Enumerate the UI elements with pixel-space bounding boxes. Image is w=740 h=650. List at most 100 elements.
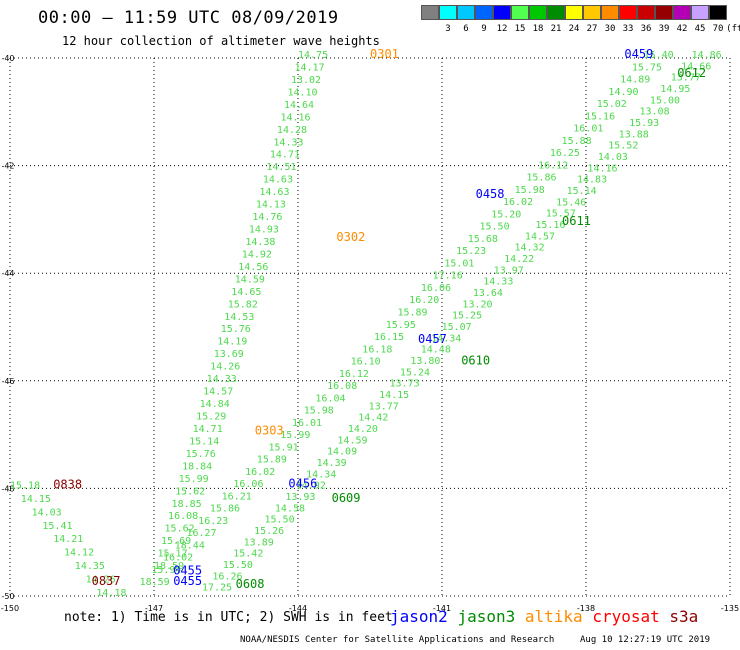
swh-value: 15.42 [233,549,263,560]
swh-value: 16.18 [362,344,392,355]
swh-value: 13.80 [410,356,440,367]
swh-value: 14.34 [431,333,461,344]
swh-value: 14.59 [235,274,265,285]
swh-value: 18.84 [182,461,212,472]
swh-value: 15.98 [515,185,545,196]
legend-level-label: 42 [676,24,688,34]
pass-time-label: 0459 [624,47,653,61]
swh-value: 14.95 [660,84,690,95]
swh-value: 16.01 [573,124,603,135]
x-tick-label: -150 [1,604,19,613]
swh-value: 14.12 [64,548,94,559]
swh-value: 14.65 [231,287,261,298]
swh-value: 13.64 [473,288,503,299]
altimeter-tracks: 18.5915.1715.6915.6216.0818.8515.6215.99… [10,50,722,599]
swh-value: 15.62 [175,486,205,497]
swh-value: 15.16 [585,111,615,122]
swh-value: 14.15 [379,390,409,401]
legend-swatch [583,5,601,20]
swh-value: 15.76 [221,324,251,335]
legend-level-label: 21 [550,24,562,34]
legend-swatch [691,5,709,20]
swh-value: 13.77 [671,73,701,84]
swh-value: 14.09 [327,447,357,458]
swh-value: 15.50 [265,515,295,526]
swh-value: 14.33 [273,137,303,148]
swh-value: 16.02 [163,553,193,564]
legend-swatch [637,5,655,20]
legend-swatch [547,5,565,20]
swh-value: 14.71 [193,424,223,435]
swh-value: 16.02 [245,467,275,478]
x-tick-label: -135 [721,604,739,613]
swh-value: 14.33 [207,374,237,385]
swh-value: 14.75 [298,50,328,61]
swh-value: 14.17 [294,62,324,73]
swh-value: 16.02 [503,197,533,208]
y-tick-label: -42 [1,162,14,171]
pass-time-label: 0455 [173,574,202,588]
pass-time-label: 0608 [236,577,265,591]
swh-value: 14.22 [504,254,534,265]
swh-value: 16.06 [233,479,263,490]
swh-value: 14.53 [224,312,254,323]
swh-value: 13.20 [462,299,492,310]
swh-value: 14.10 [287,87,317,98]
satellite-legend-entry: jason2 [390,607,458,626]
pass-time-label: 0456 [288,476,317,490]
swh-value: 15.17 [158,549,188,560]
swh-value: 15.18 [10,480,40,491]
legend-swatch [529,5,547,20]
swh-value: 15.00 [650,95,680,106]
satellite-legend: jason2 jason3 altika cryosat s3a [390,607,698,626]
swh-value: 15.99 [179,474,209,485]
legend-swatch [475,5,493,20]
swh-value: 15.50 [480,222,510,233]
swh-value: 16.12 [339,369,369,380]
footer-note: note: 1) Time is in UTC; 2) SWH is in fe… [64,610,393,625]
swh-value: 14.18 [96,588,126,599]
swh-value: 15.26 [254,526,284,537]
swh-value: 14.42 [358,413,388,424]
satellite-legend-entry: altika [524,607,593,626]
swh-value: 16.08 [168,511,198,522]
swh-value: 14.63 [263,175,293,186]
swh-value: 14.16 [280,112,310,123]
pass-time-label: 0455 [173,563,202,577]
x-tick-label: -138 [577,604,595,613]
swh-value: 15.75 [632,62,662,73]
swh-value: 14.26 [86,575,116,586]
satellite-legend-entry: s3a [669,607,699,626]
pass-time-label: 0610 [461,354,490,368]
pass-time-label: 0609 [332,491,361,505]
tick-labels: -150 -147 -144 -141 -138 -135 -40 -42 -44 -46 -48 -… [1,54,739,613]
legend-level-label: 9 [481,24,487,34]
swh-value: 14.26 [210,362,240,373]
swh-value: 14.20 [348,424,378,435]
swh-value: 18.85 [172,499,202,510]
swh-value: 15.23 [456,246,486,257]
legend-swatch [439,5,457,20]
pass-time-label: 0302 [336,230,365,244]
swh-value: 13.89 [244,537,274,548]
legend-level-label: 18 [532,24,544,34]
swh-value: 15.89 [397,307,427,318]
swh-value: 15.02 [597,99,627,110]
swh-value: 15.98 [304,406,334,417]
legend-level-label: 70 [712,24,724,34]
swh-value: 13.88 [619,129,649,140]
y-tick-label: -50 [1,592,14,601]
legend-swatch [511,5,529,20]
pass-time-label: 0611 [562,214,591,228]
swh-value: 15.46 [556,197,586,208]
swh-value: 14.39 [317,458,347,469]
legend-swatch [493,5,511,20]
swh-value: 14.57 [203,387,233,398]
swh-value: 14.51 [266,162,296,173]
legend-level-label: 39 [658,24,670,34]
swh-value: 16.20 [409,295,439,306]
x-tick-label: -147 [145,604,163,613]
swh-value: 14.64 [284,100,314,111]
swh-value: 14.92 [296,481,326,492]
swh-value: 15.95 [386,320,416,331]
